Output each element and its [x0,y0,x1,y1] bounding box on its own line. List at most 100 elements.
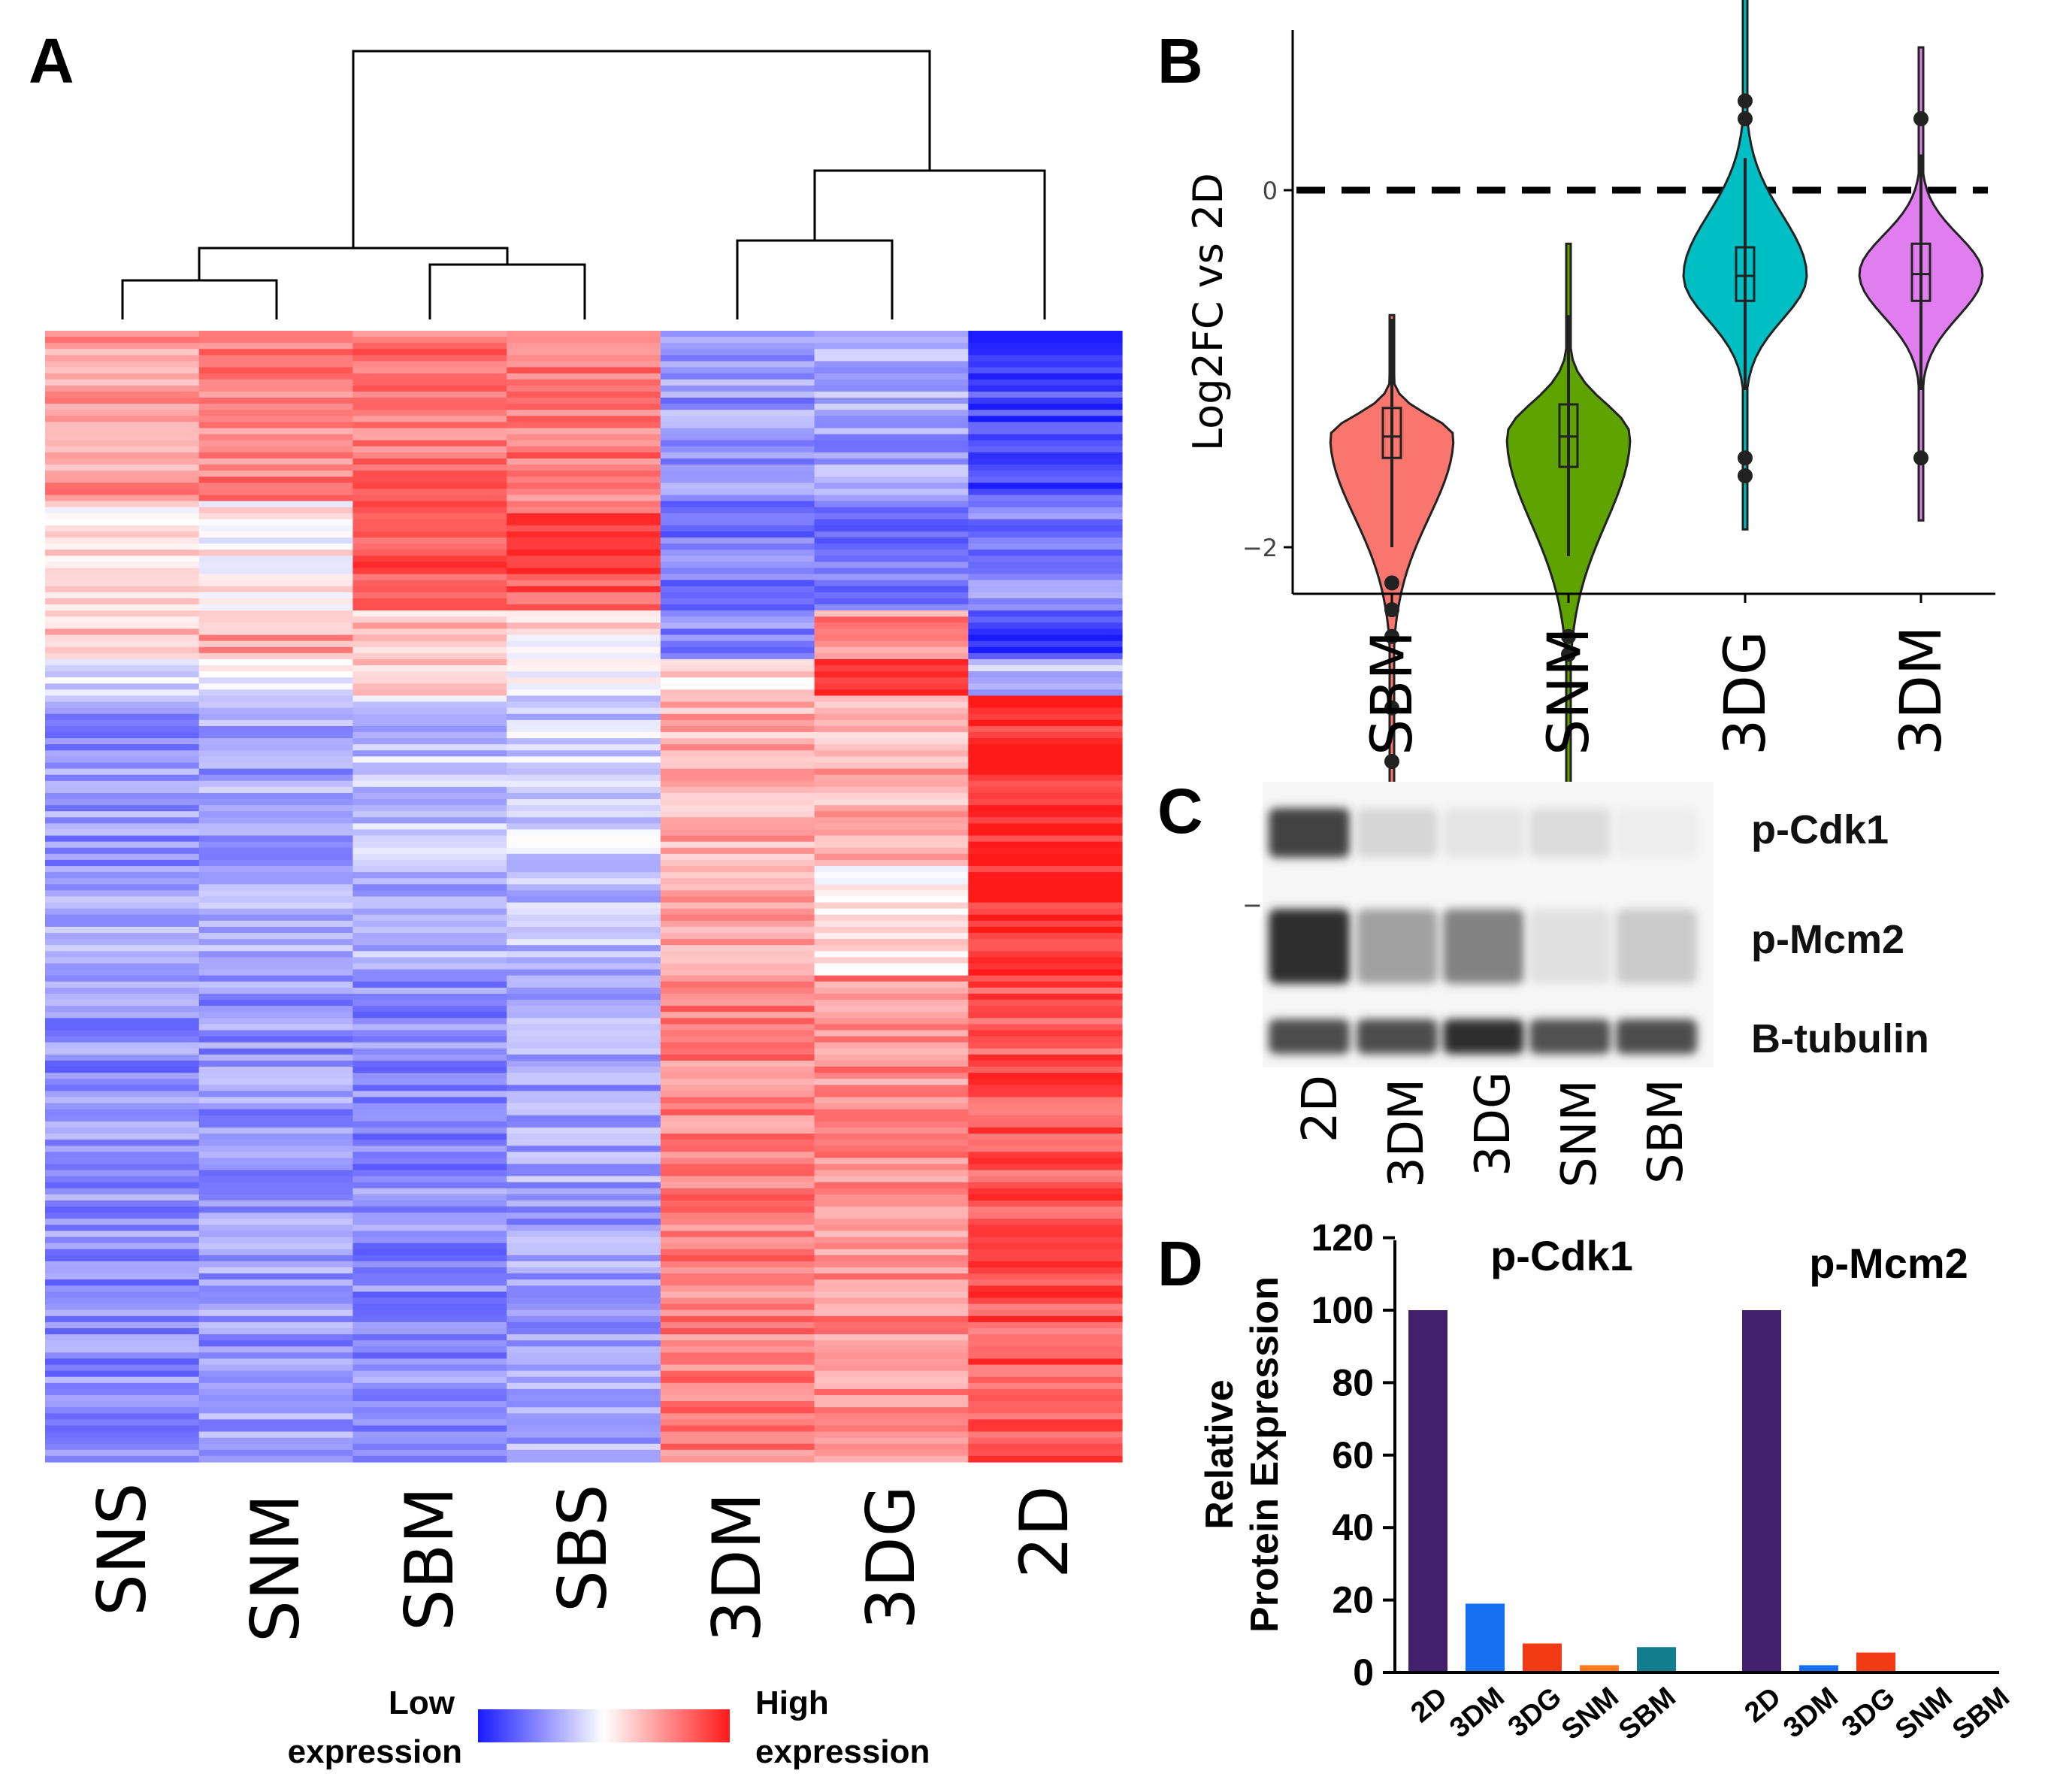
heatmap-cell [507,823,661,831]
heatmap-cell [660,1407,815,1414]
heatmap-cell [507,1261,661,1268]
heatmap-cell [352,1358,507,1366]
outlier-point [1384,754,1399,769]
heatmap-cell [352,1206,507,1213]
heatmap-cell [352,568,507,575]
heatmap-cell [198,495,354,502]
heatmap-cell [814,1237,969,1244]
heatmap-cell [45,1297,200,1305]
heatmap-cell [814,410,969,416]
heatmap-cell [507,1303,661,1311]
heatmap-cell [352,933,507,940]
heatmap-cell [507,422,661,429]
heatmap-cell [352,646,507,654]
heatmap-cell [660,1073,815,1079]
heatmap-cell [507,1036,661,1043]
heatmap-cell [45,1291,200,1299]
heatmap-cell [45,926,200,934]
heatmap-cell [45,568,200,575]
heatmap-column-labels: SNS SNM SBM SBS 3DM 3DG 2D [83,1482,1083,1642]
heatmap-cell [352,665,507,672]
heatmap-cell [198,361,354,368]
heatmap-cell [814,1140,969,1146]
heatmap-cell [198,1085,354,1092]
heatmap-cell [507,963,661,970]
heatmap-cell [660,732,815,739]
heatmap-cell [968,1303,1123,1311]
heatmap-cell [968,1085,1123,1092]
heatmap-cell [198,933,354,940]
heatmap-cell [660,1364,815,1372]
heatmap-cell [814,628,969,636]
heatmap-cell [198,398,354,404]
heatmap-cell [45,665,200,672]
heatmap-cell [660,555,815,563]
heatmap-cell [198,957,354,964]
heatmap-cell [507,562,661,569]
heatmap-cell [352,939,507,946]
outlier-point [1384,628,1399,644]
heatmap-cell [968,762,1123,770]
heatmap-cell [352,1352,507,1360]
heatmap-cell [660,452,815,459]
heatmap-cell [198,1297,354,1305]
heatmap-cell [507,610,661,617]
heatmap-cell [352,969,507,976]
heatmap-cell [198,440,354,447]
heatmap-cell [507,458,661,465]
heatmap-cell [198,373,354,380]
heatmap-cell [198,1194,354,1201]
heatmap-cell [968,707,1123,715]
heatmap-cell [814,1121,969,1128]
heatmap-cell [814,1018,969,1025]
heatmap-cell [45,695,200,703]
heatmap-cell [198,841,354,849]
heatmap-cell [814,507,969,514]
heatmap-cell [507,446,661,453]
heatmap-cell [198,1382,354,1390]
heatmap-cell [968,792,1123,800]
heatmap-cell [660,896,815,904]
heatmap-cell [352,1012,507,1019]
lane-label: SBM [1638,1079,1694,1184]
outlier-point [1913,111,1928,126]
heatmap-cell [660,580,815,587]
heatmap-cell [507,671,661,678]
heatmap-cell [45,1006,200,1013]
blot-band [1529,1019,1611,1055]
heatmap-cell [198,1358,354,1366]
blot-band [1616,1019,1697,1055]
heatmap-cell [814,440,969,447]
heatmap-cell [660,331,815,338]
heatmap-cell [45,1036,200,1043]
heatmap-cell [968,1327,1123,1335]
lane-label: 3DG [1466,1071,1521,1176]
heatmap-cell [45,1018,200,1025]
heatmap-cell [352,1340,507,1347]
heatmap-cell [660,780,815,788]
heatmap-cell [45,404,200,410]
heatmap-cell [814,896,969,904]
heatmap-cell [507,841,661,849]
heatmap-cell [814,1297,969,1305]
heatmap-cell [507,398,661,404]
heatmap-cell [507,1121,661,1128]
heatmap-cell [660,750,815,757]
heatmap-cell [507,707,661,715]
heatmap-cell [814,580,969,587]
heatmap-cell [352,719,507,727]
heatmap-cell [507,1297,661,1305]
heatmap-cell [507,975,661,982]
heatmap-cell [352,732,507,739]
heatmap-cell [660,945,815,952]
heatmap-cell [968,671,1123,678]
heatmap-cell [660,987,815,994]
heatmap-cell [814,452,969,459]
heatmap-cell [45,1370,200,1378]
heatmap-cell [507,1042,661,1049]
heatmap-cell [198,969,354,976]
outlier-point [1561,646,1576,662]
heatmap-cell [507,689,661,697]
heatmap-cell [968,701,1123,709]
heatmap-cell [352,610,507,617]
